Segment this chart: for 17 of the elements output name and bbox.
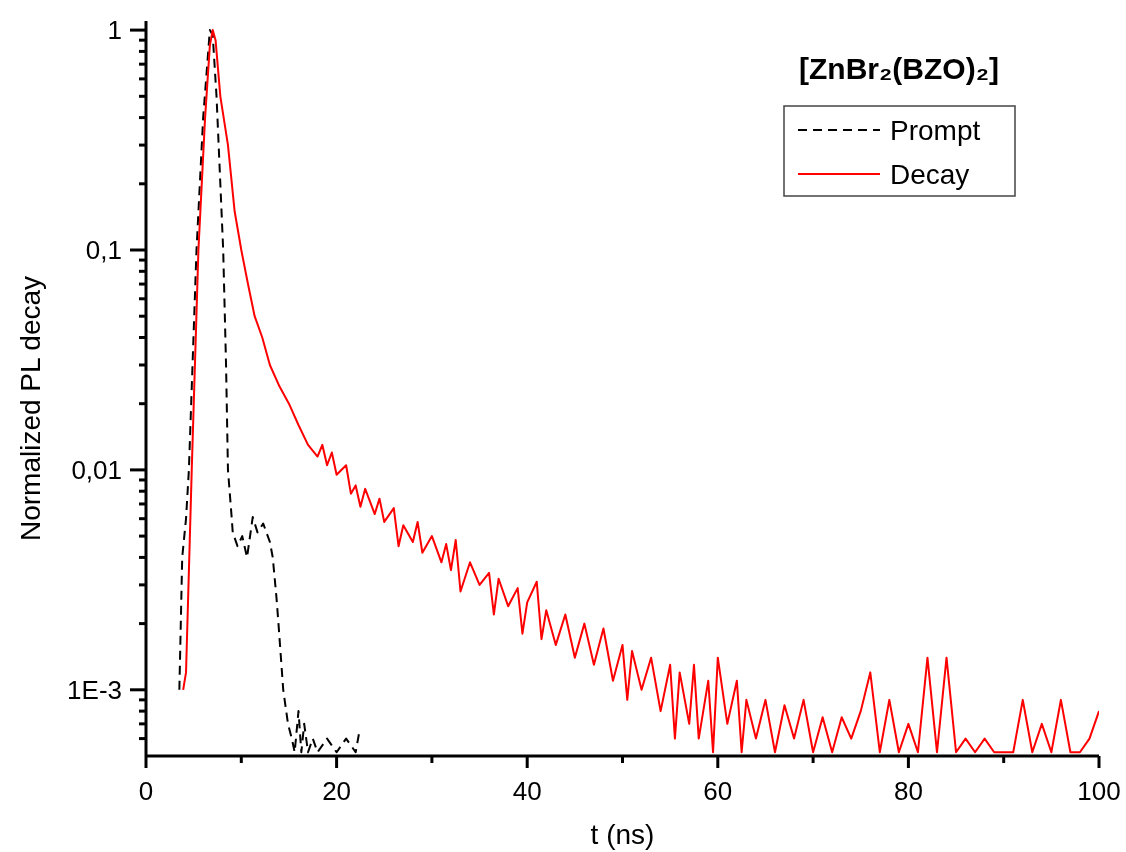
x-tick-label: 20	[322, 776, 352, 806]
y-tick-label: 0,1	[85, 235, 122, 266]
y-tick-label: 1	[107, 15, 122, 46]
y-tick-label: 0,01	[71, 455, 122, 485]
x-tick-label: 60	[703, 776, 733, 806]
x-axis-title: t (ns)	[590, 819, 655, 850]
x-tick-label: 0	[138, 776, 154, 806]
y-tick-label: 1E-3	[67, 674, 122, 705]
x-tick-label: 40	[512, 776, 542, 806]
legend-label: Decay	[890, 158, 970, 190]
line-series	[182, 29, 1099, 754]
legend-label: Prompt	[890, 114, 981, 146]
line-series	[178, 29, 361, 754]
x-tick-label: 80	[893, 776, 923, 806]
text: [ZnBr₂(BZO)₂]	[799, 52, 999, 85]
y-axis-title: Normalized PL decay	[15, 275, 46, 542]
x-tick-label: 100	[1077, 776, 1121, 806]
